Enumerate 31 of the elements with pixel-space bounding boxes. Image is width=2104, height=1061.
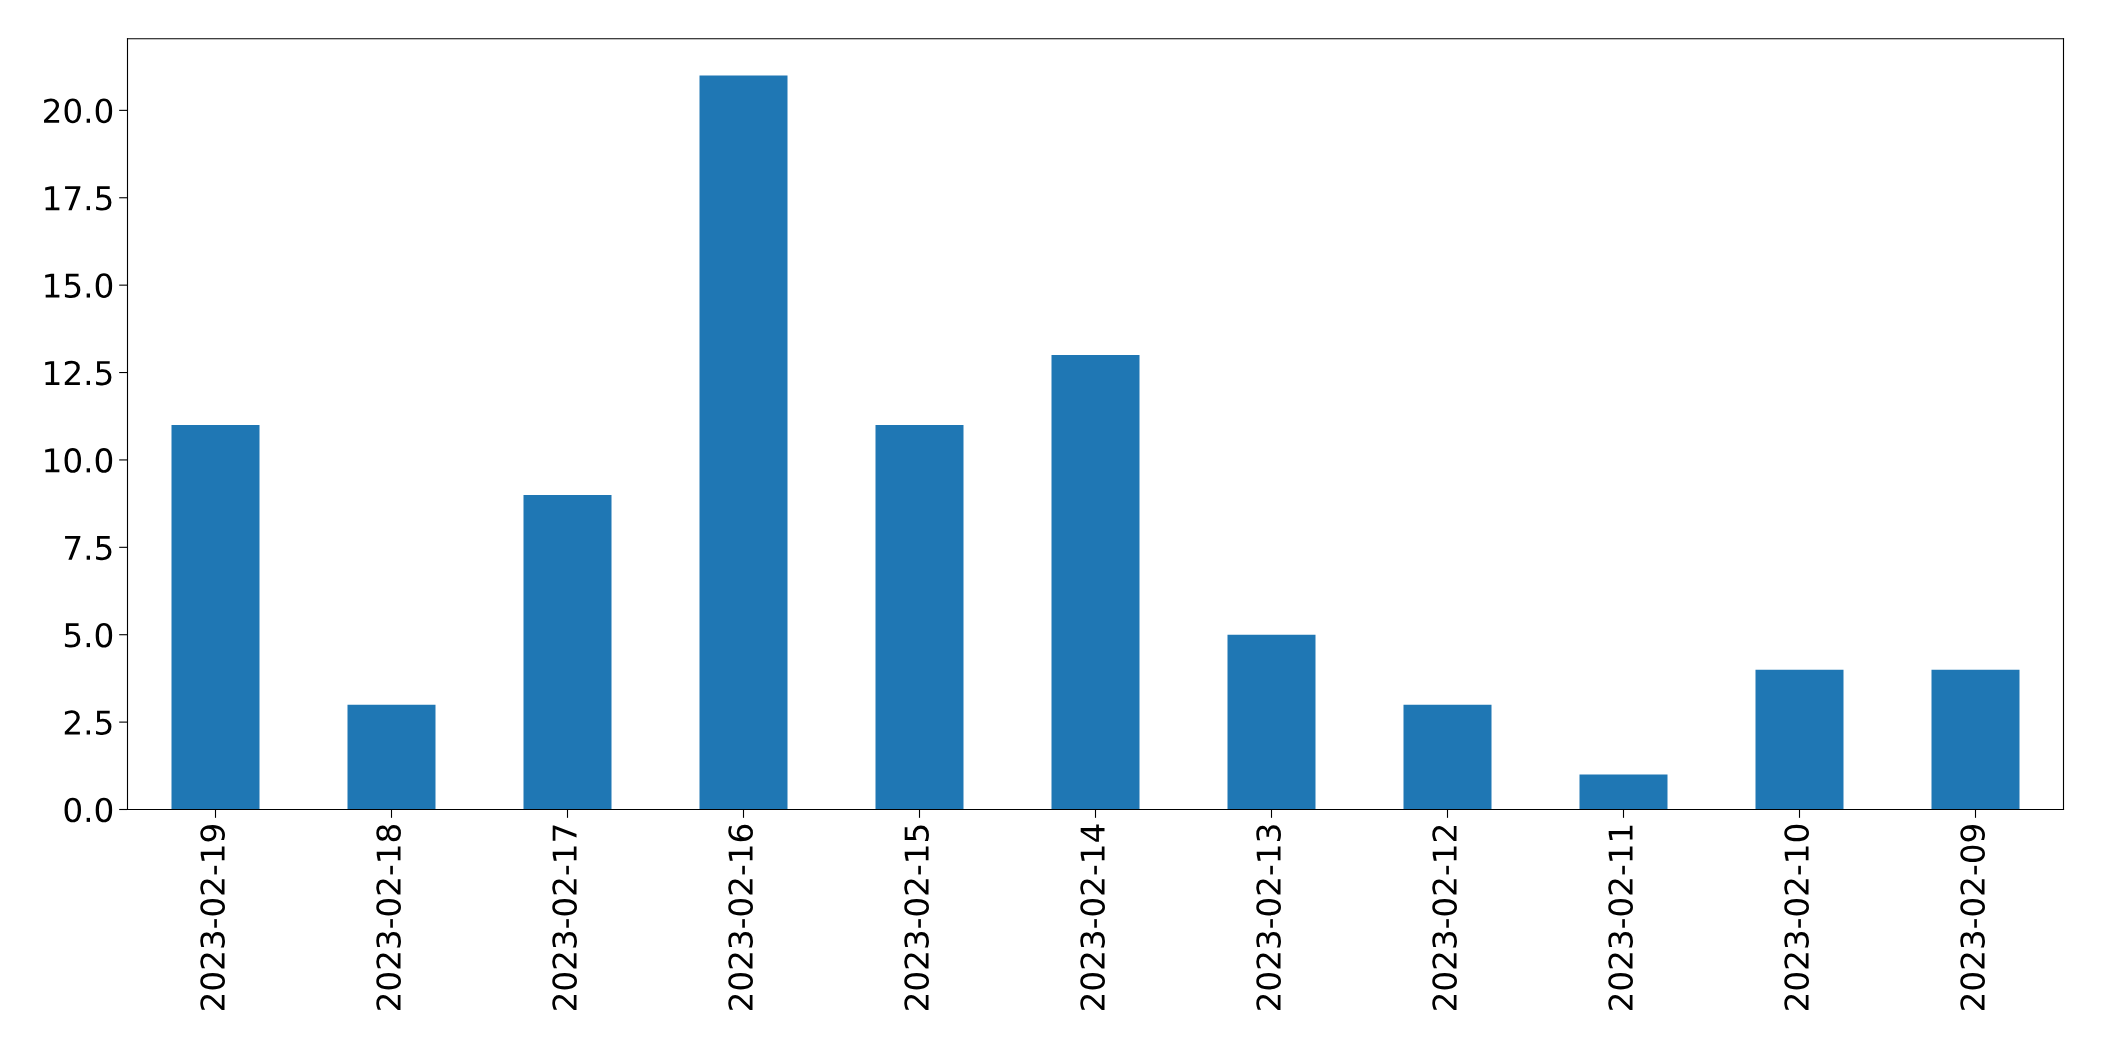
x-tick-label: 2023-02-17 <box>552 825 577 1010</box>
x-tick-label: 2023-02-18 <box>376 824 401 1010</box>
x-tick-label: 2023-02-14 <box>1080 824 1105 1010</box>
x-tick-label: 2023-02-19 <box>200 824 225 1010</box>
bar <box>1227 634 1316 810</box>
bar <box>1931 669 2020 810</box>
bar <box>1403 704 1492 810</box>
x-tick-label: 2023-02-13 <box>1256 825 1281 1010</box>
bar <box>1579 774 1668 810</box>
y-tick-label: 12.5 <box>45 360 112 386</box>
x-tick-label: 2023-02-15 <box>904 825 929 1010</box>
x-tick-label: 2023-02-11 <box>1608 825 1633 1010</box>
y-tick-label: 17.5 <box>45 186 112 211</box>
bar <box>347 704 436 810</box>
bar <box>523 494 612 810</box>
y-tick-label: 10.0 <box>45 448 113 473</box>
x-tick-label: 2023-02-12 <box>1432 825 1457 1010</box>
x-tick-label: 2023-02-16 <box>728 824 753 1010</box>
bar <box>1051 355 1140 810</box>
y-tick-label: 2.5 <box>64 710 112 735</box>
y-tick-label: 0.0 <box>64 797 113 823</box>
bar <box>1755 669 1844 810</box>
y-tick-label: 5.0 <box>64 622 113 648</box>
bar <box>875 424 964 810</box>
x-tick-label: 2023-02-09 <box>1960 824 1985 1010</box>
bar <box>171 424 260 810</box>
y-tick-label: 7.5 <box>65 535 112 561</box>
bar <box>699 75 788 810</box>
y-tick-label: 15.0 <box>45 273 113 299</box>
x-tick-label: 2023-02-10 <box>1784 824 1809 1010</box>
y-tick-label: 20.0 <box>44 98 113 124</box>
